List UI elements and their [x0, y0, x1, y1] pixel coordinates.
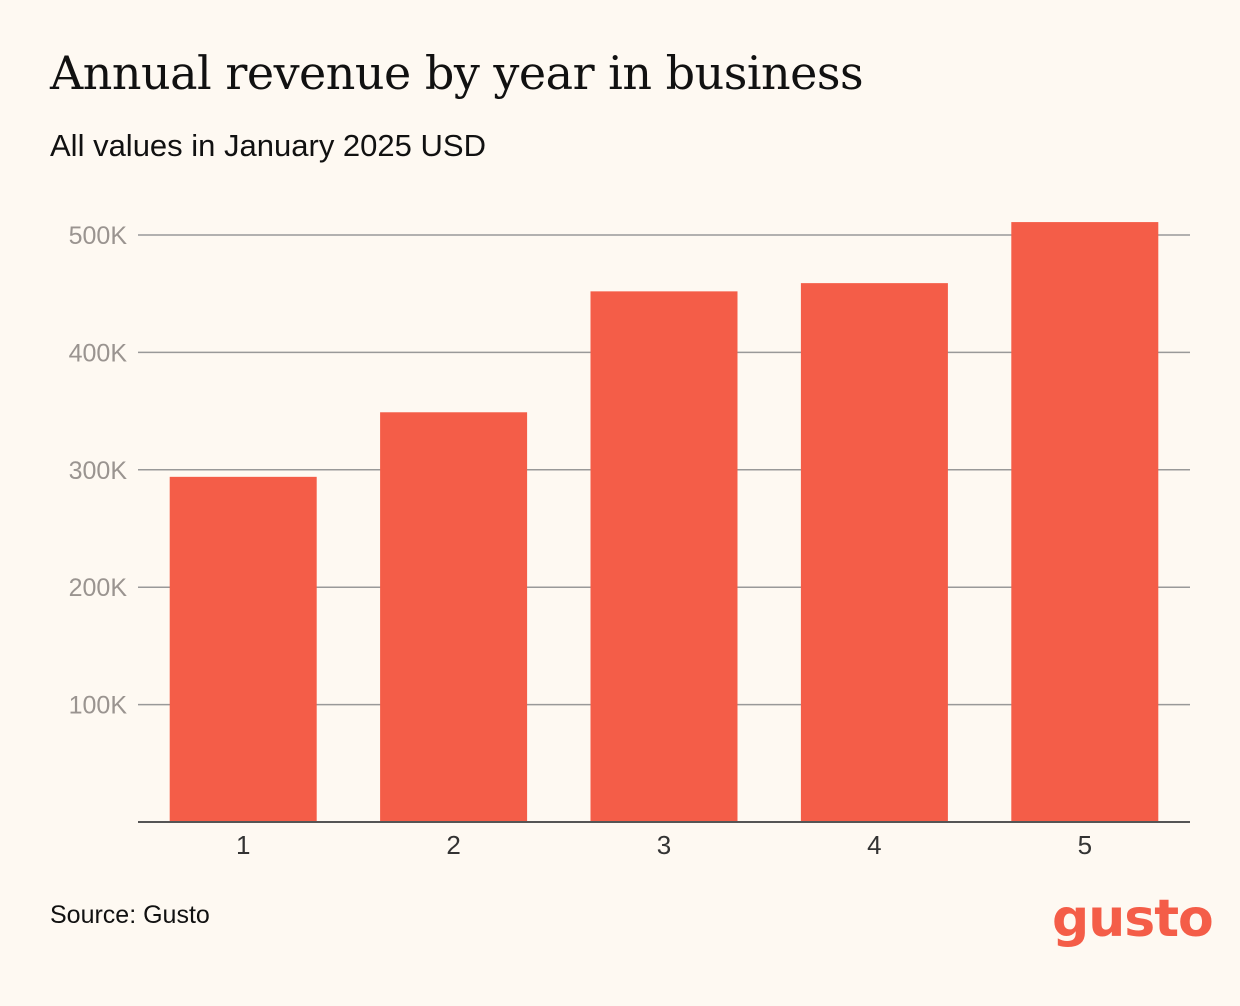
y-tick-label: 500K [69, 222, 128, 250]
source-note: Source: Gusto [50, 901, 210, 929]
chart-subtitle: All values in January 2025 USD [50, 128, 486, 163]
chart-title: Annual revenue by year in business [50, 46, 864, 100]
x-tick-label: 3 [657, 830, 671, 860]
gusto-logo: gusto [1052, 889, 1214, 949]
bars [169, 222, 1159, 822]
x-tick-label: 2 [446, 830, 460, 860]
x-tick-label: 4 [867, 830, 881, 860]
bar [590, 291, 738, 822]
y-tick-label: 400K [69, 339, 128, 367]
bar [169, 476, 317, 822]
bar [1011, 222, 1159, 822]
axes: 100K 200K 300K 400K 500K 1 2 3 4 5 [69, 222, 1190, 860]
y-tick-label: 100K [69, 692, 128, 720]
x-tick-label: 5 [1078, 830, 1092, 860]
bar-chart: 100K 200K 300K 400K 500K 1 2 3 4 5 [69, 222, 1190, 860]
x-tick-label: 1 [236, 830, 250, 860]
y-tick-label: 300K [69, 457, 128, 485]
y-tick-label: 200K [69, 574, 128, 602]
bar [380, 412, 528, 822]
bar [800, 283, 948, 822]
